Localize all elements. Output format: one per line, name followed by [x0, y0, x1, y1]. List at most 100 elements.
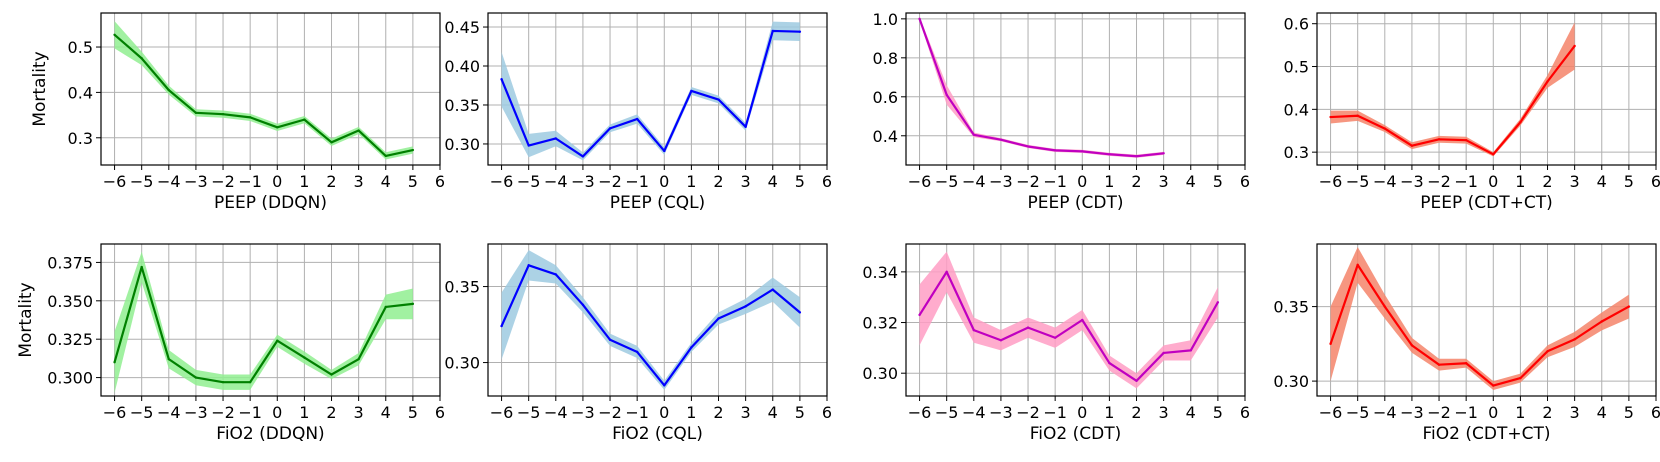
x-tick-label: 5 — [1213, 403, 1223, 422]
x-tick-label: −2 — [211, 403, 235, 422]
confidence-band — [1330, 246, 1629, 391]
y-tick-label: 0.3 — [1284, 143, 1309, 162]
data-point — [194, 376, 198, 379]
data-point — [798, 311, 802, 314]
x-tick-label: 4 — [381, 172, 391, 191]
axes-frame — [1316, 12, 1657, 166]
data-point — [1464, 138, 1468, 142]
x-tick-label: 4 — [1186, 172, 1196, 191]
chart-panel-3: −6 −5 −4 −3 −2 −1 0 1 2 3 4 5 6 0.4 0.6 0.8 1.0 PEEP (CDT… — [873, 10, 1251, 213]
series-line — [1330, 45, 1576, 156]
x-tick-label: −3 — [1400, 172, 1424, 191]
x-tick-label: −5 — [935, 403, 959, 422]
x-tick-label: 1 — [1104, 172, 1114, 191]
x-tick-label: 2 — [326, 403, 336, 422]
data-point — [276, 339, 279, 342]
data-point — [771, 288, 774, 291]
data-point — [972, 133, 975, 136]
data-point — [1627, 305, 1631, 308]
confidence-band — [1330, 22, 1575, 157]
y-tick-label: 0.30 — [862, 364, 898, 383]
data-point — [1410, 144, 1414, 147]
data-point — [1464, 362, 1468, 365]
x-tick-label: −1 — [1043, 403, 1067, 422]
x-tick-label: −1 — [238, 172, 262, 191]
x-tick-label: −4 — [962, 172, 986, 191]
x-tick-label: 3 — [741, 403, 751, 422]
data-point — [1437, 363, 1441, 366]
data-point — [1356, 263, 1359, 267]
y-tick-label: 0.375 — [47, 253, 93, 272]
data-point — [113, 33, 116, 36]
y-tick-label: 0.35 — [1273, 298, 1309, 317]
x-tick-label: 4 — [1597, 403, 1607, 422]
data-point — [663, 149, 666, 153]
data-point — [1135, 155, 1138, 158]
data-point — [581, 155, 585, 158]
x-axis-label: FiO2 (CDT+CT) — [1423, 424, 1551, 444]
data-point — [411, 302, 415, 306]
data-point — [1108, 361, 1111, 365]
data-point — [167, 88, 170, 92]
x-tick-label: −6 — [1319, 172, 1343, 191]
y-tick-label: 0.35 — [444, 96, 480, 115]
x-axis-label: PEEP (CQL) — [610, 193, 705, 213]
data-point — [1546, 80, 1549, 83]
data-point — [1519, 120, 1522, 124]
confidence-band — [114, 251, 413, 393]
x-tick-label: 1 — [686, 172, 696, 191]
x-tick-label: 1 — [1515, 403, 1525, 422]
data-point — [194, 111, 198, 115]
x-tick-label: 5 — [1213, 172, 1223, 191]
data-point — [248, 116, 252, 119]
y-tick-label: 0.6 — [873, 88, 898, 107]
data-point — [527, 144, 530, 147]
chart-panel-7: −6 −5 −4 −3 −2 −1 0 1 2 3 4 5 6 0.30 0.32 0.34 FiO2 (CDT… — [862, 243, 1250, 444]
data-point — [999, 138, 1003, 141]
data-point — [357, 129, 360, 132]
y-tick-label: 0.34 — [862, 263, 898, 282]
data-point — [554, 273, 557, 276]
data-point — [663, 384, 666, 387]
y-tick-label: 0.3 — [68, 129, 93, 148]
x-tick-label: −2 — [1427, 403, 1451, 422]
x-tick-label: 3 — [741, 172, 751, 191]
data-point — [1162, 152, 1165, 155]
x-tick-label: 5 — [1624, 403, 1634, 422]
x-tick-label: −5 — [130, 172, 154, 191]
y-tick-label: 0.4 — [68, 83, 93, 102]
data-point — [1081, 318, 1084, 322]
x-tick-label: −5 — [935, 172, 959, 191]
data-point — [140, 57, 143, 60]
confidence-band — [919, 251, 1218, 389]
data-point — [1437, 138, 1441, 141]
data-point — [771, 29, 774, 33]
x-tick-label: 1 — [299, 172, 309, 191]
x-tick-label: −3 — [571, 403, 595, 422]
data-point — [1492, 384, 1495, 387]
x-tick-label: −6 — [1319, 403, 1343, 422]
series-line — [918, 270, 1219, 382]
data-point — [276, 126, 279, 129]
y-tick-label: 0.6 — [1284, 15, 1309, 34]
data-point — [1329, 342, 1332, 346]
x-tick-label: −2 — [1427, 172, 1451, 191]
axes-frame — [487, 12, 828, 166]
axes-frame — [905, 12, 1246, 166]
x-tick-label: 5 — [408, 172, 418, 191]
x-tick-label: 4 — [768, 403, 778, 422]
confidence-band — [114, 21, 413, 160]
y-tick-label: 0.30 — [1273, 372, 1309, 391]
y-tick-label: 0.35 — [444, 278, 480, 297]
x-tick-label: −5 — [517, 403, 541, 422]
x-tick-label: 3 — [1570, 403, 1580, 422]
x-tick-label: −2 — [1016, 172, 1040, 191]
y-tick-label: 0.4 — [873, 127, 898, 146]
x-tick-label: 2 — [713, 403, 723, 422]
x-tick-label: −3 — [1400, 403, 1424, 422]
data-point — [330, 141, 333, 144]
x-tick-label: 2 — [1542, 172, 1552, 191]
data-point — [1519, 376, 1522, 380]
x-tick-label: 6 — [435, 403, 445, 422]
